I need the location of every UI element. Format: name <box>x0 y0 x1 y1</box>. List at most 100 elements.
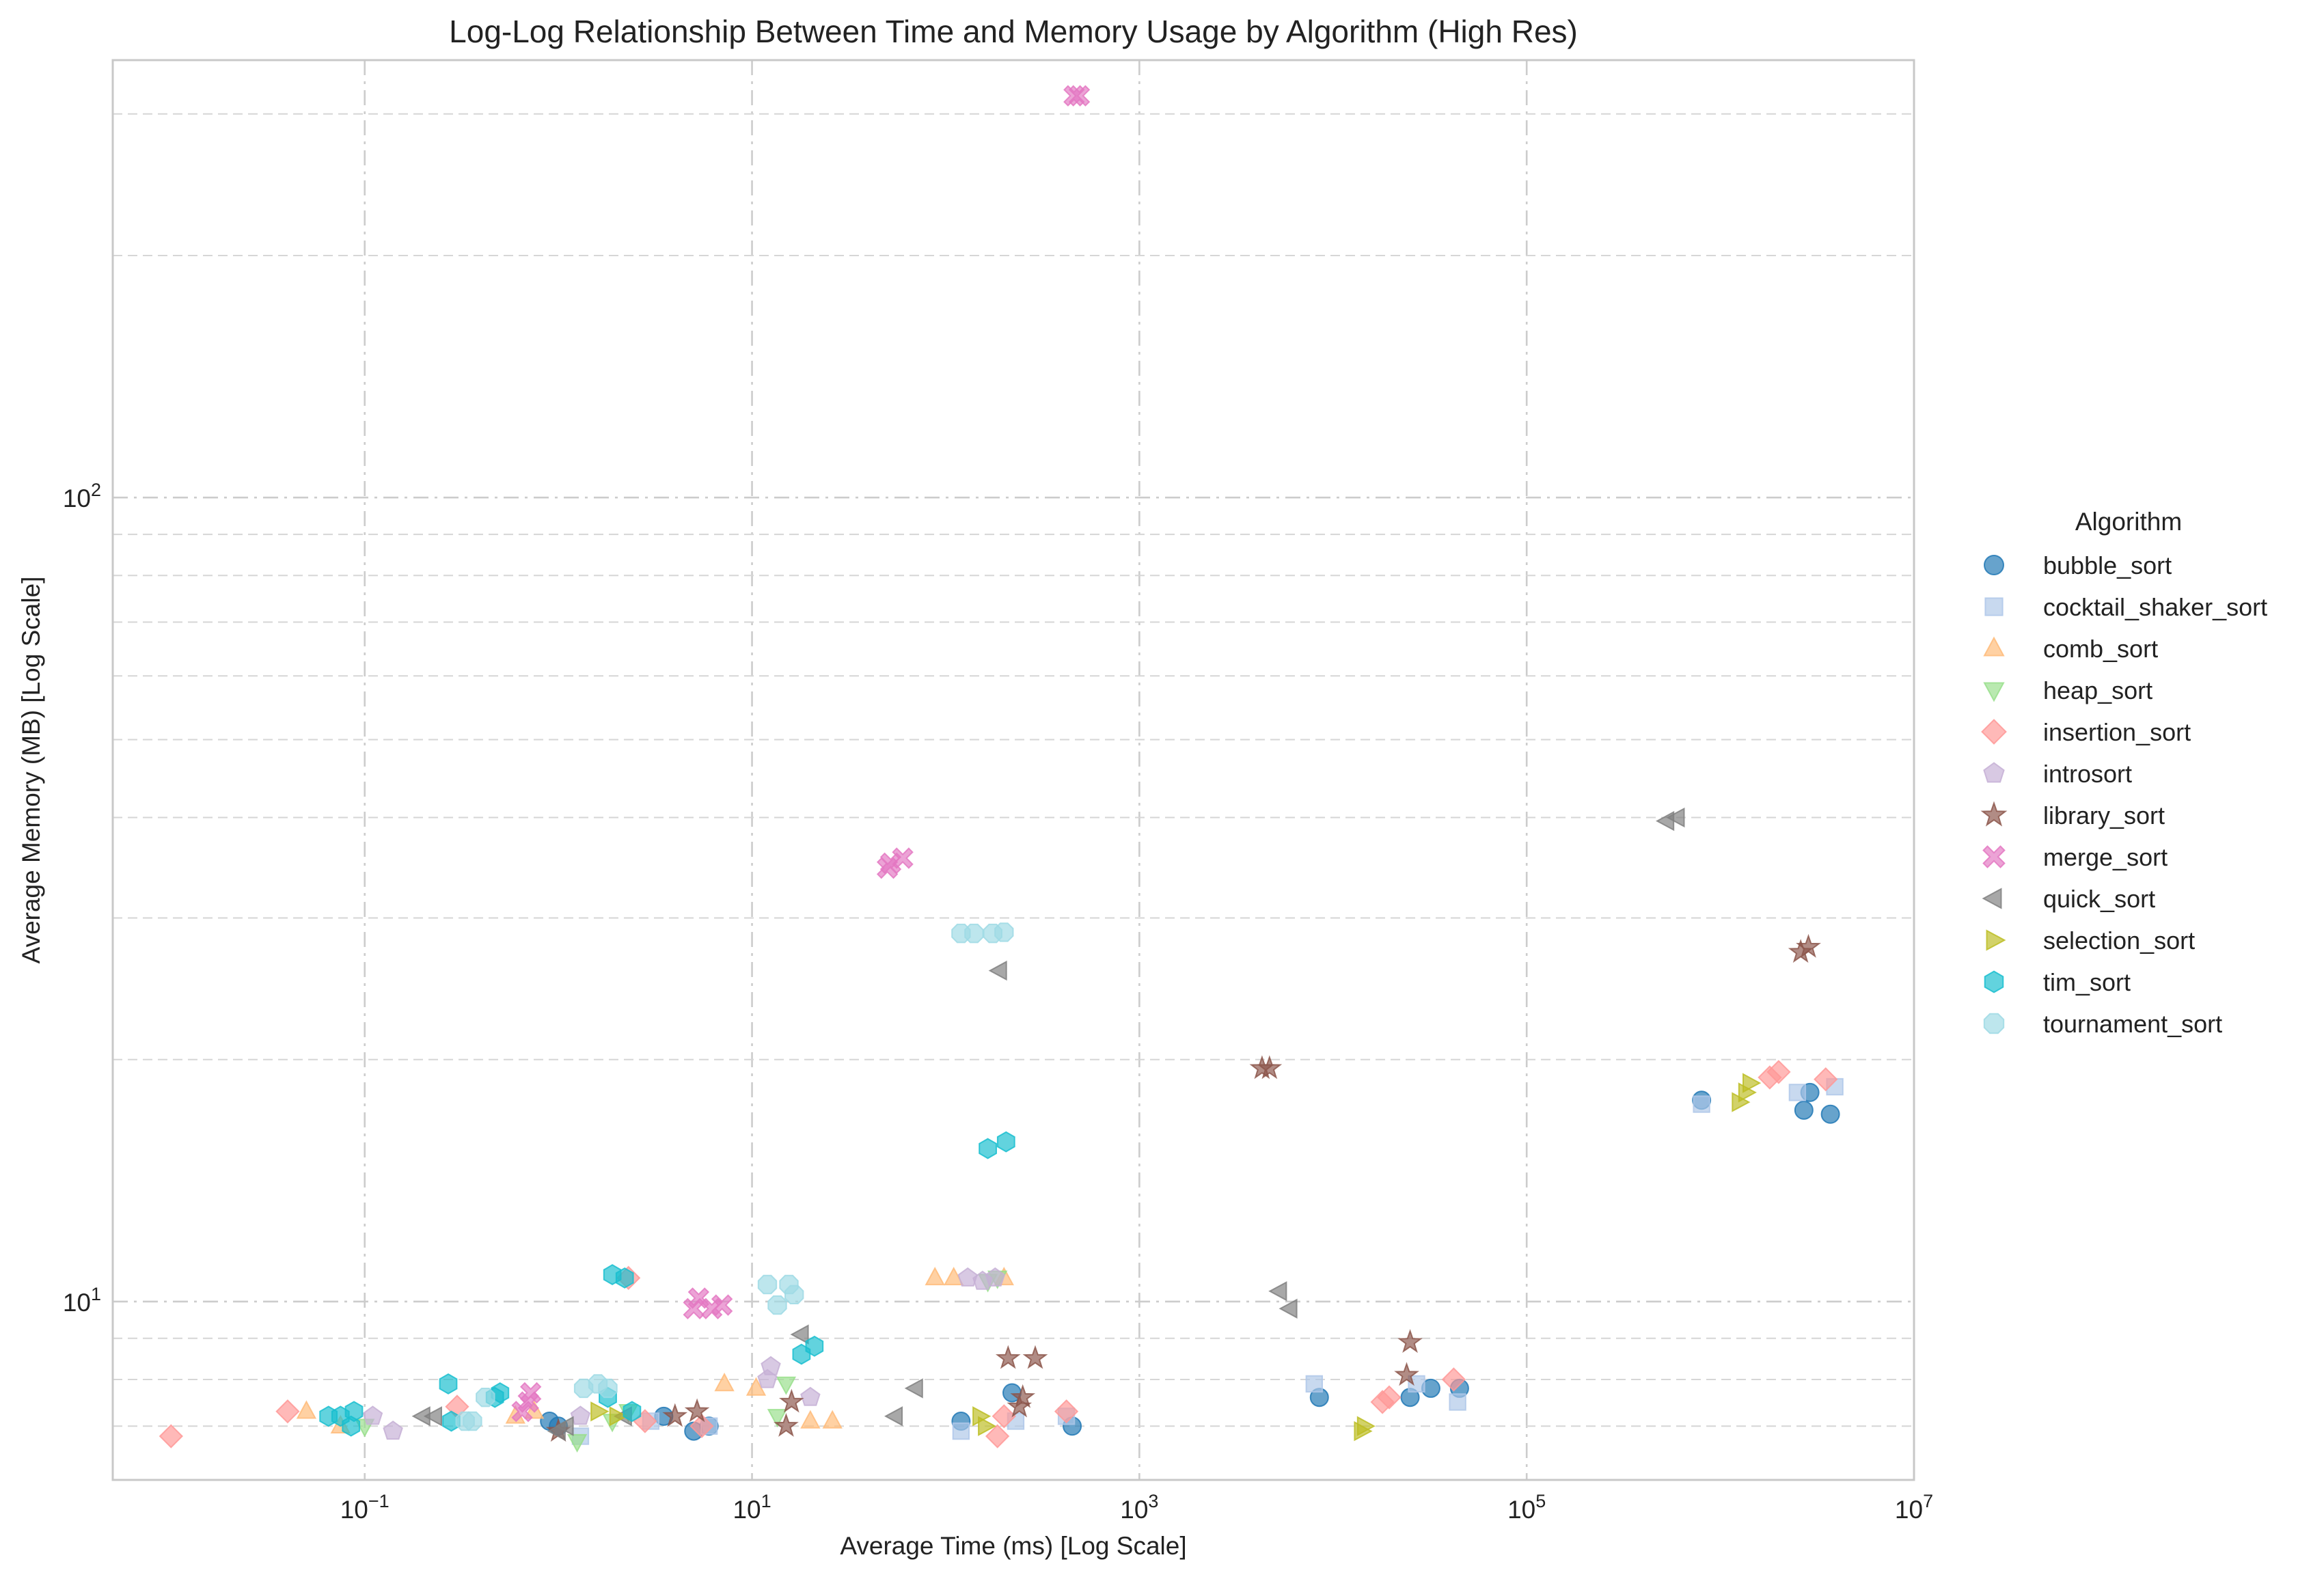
legend: Algorithm bubble_sort cocktail_shaker_sor… <box>1980 508 2267 1038</box>
data-point <box>519 1382 542 1404</box>
data-point <box>822 1410 843 1429</box>
data-point <box>904 1378 923 1399</box>
data-point <box>275 1399 300 1424</box>
data-point <box>590 1401 610 1422</box>
series-library-sort <box>545 933 1821 1442</box>
data-point <box>994 922 1014 942</box>
legend-item: insertion_sort <box>1981 718 2191 746</box>
data-point <box>463 1411 482 1431</box>
data-point <box>996 1131 1015 1153</box>
data-point <box>609 1406 628 1427</box>
data-point <box>776 1376 797 1395</box>
series-insertion-sort <box>159 1060 1838 1448</box>
legend-label: cocktail_shaker_sort <box>2043 593 2267 621</box>
data-point <box>995 1345 1021 1369</box>
data-point <box>615 1267 634 1289</box>
data-point <box>491 1382 510 1403</box>
data-point <box>1279 1298 1298 1319</box>
data-point <box>1054 1399 1079 1424</box>
plot-frame <box>111 59 1915 1481</box>
legend-marker <box>1982 888 2002 909</box>
legend-item: library_sort <box>1980 801 2165 829</box>
legend-item: bubble_sort <box>1984 551 2172 579</box>
data-point <box>1268 1281 1287 1302</box>
legend-label: quick_sort <box>2043 885 2155 913</box>
series-cocktail-shaker-sort <box>571 1077 1844 1445</box>
data-point <box>767 1295 787 1315</box>
legend-label: introsort <box>2043 760 2132 788</box>
data-point <box>1356 1416 1376 1436</box>
data-point <box>992 1404 1016 1429</box>
data-point <box>1441 1367 1466 1392</box>
legend-label: tournament_sort <box>2043 1010 2222 1038</box>
data-point <box>800 1410 821 1429</box>
data-point <box>767 1409 788 1428</box>
legend-marker <box>1983 1013 2005 1034</box>
data-point <box>1814 1067 1838 1092</box>
data-point <box>1068 85 1091 107</box>
y-tick-label: 102 <box>63 480 101 512</box>
data-point <box>1788 1084 1807 1101</box>
legend-item: selection_sort <box>1986 926 2195 955</box>
legend-marker <box>1982 845 2006 868</box>
legend-label: insertion_sort <box>2043 718 2191 746</box>
data-point <box>1305 1375 1324 1393</box>
grid-lines <box>113 60 1914 1481</box>
data-point <box>1022 1345 1048 1369</box>
series-merge-sort <box>511 85 1091 1423</box>
data-point <box>985 1424 1010 1448</box>
chart-title: Log-Log Relationship Between Time and Me… <box>449 14 1578 49</box>
legend-item: cocktail_shaker_sort <box>1984 593 2267 621</box>
data-point <box>684 1398 710 1423</box>
data-point <box>978 1416 997 1436</box>
legend-label: library_sort <box>2043 801 2165 829</box>
data-point <box>439 1373 458 1395</box>
legend-item: quick_sort <box>1982 885 2155 913</box>
data-point <box>988 960 1007 981</box>
x-tick-label: 105 <box>1507 1491 1546 1524</box>
data-point <box>1655 810 1675 832</box>
legend-label: heap_sort <box>2043 676 2152 704</box>
legend-marker <box>1984 555 2004 575</box>
data-point <box>761 1356 781 1375</box>
legend-marker <box>1983 636 2005 657</box>
data-point <box>1794 1100 1814 1120</box>
legend-item: introsort <box>1983 760 2132 788</box>
data-point <box>925 1267 945 1286</box>
data-point <box>598 1378 618 1399</box>
data-point <box>570 1405 591 1425</box>
data-point <box>879 852 902 875</box>
legend-item: tim_sort <box>1984 968 2131 996</box>
data-point <box>555 1416 574 1436</box>
series-comb-sort <box>296 1267 1014 1433</box>
legend-item: merge_sort <box>1982 843 2168 871</box>
legend-label: bubble_sort <box>2043 551 2172 579</box>
data-point <box>159 1424 184 1448</box>
data-point <box>952 1422 970 1440</box>
legend-label: selection_sort <box>2043 926 2195 955</box>
data-point <box>623 1401 642 1423</box>
data-point <box>957 1267 978 1287</box>
data-point <box>1449 1393 1466 1411</box>
axis-ticks: 10−1 101 103 105 107 101 102 <box>63 480 1933 1524</box>
legend-title: Algorithm <box>2075 508 2182 536</box>
data-point <box>1766 1060 1791 1084</box>
x-tick-label: 101 <box>733 1491 771 1524</box>
data-point <box>383 1420 403 1440</box>
data-point <box>566 1433 588 1453</box>
data-point <box>1666 807 1685 828</box>
y-tick-label: 101 <box>63 1284 101 1317</box>
data-point <box>1693 1095 1710 1113</box>
legend-label: comb_sort <box>2043 635 2158 663</box>
series-bubble-sort <box>540 1082 1840 1441</box>
data-point <box>944 1267 964 1286</box>
data-point <box>1796 933 1821 958</box>
data-point <box>884 1406 903 1427</box>
data-point <box>1394 1362 1419 1386</box>
legend-item: comb_sort <box>1983 635 2158 663</box>
data-point <box>662 1403 688 1427</box>
data-point <box>964 923 984 944</box>
legend-label: merge_sort <box>2043 843 2168 871</box>
data-point <box>746 1377 767 1396</box>
